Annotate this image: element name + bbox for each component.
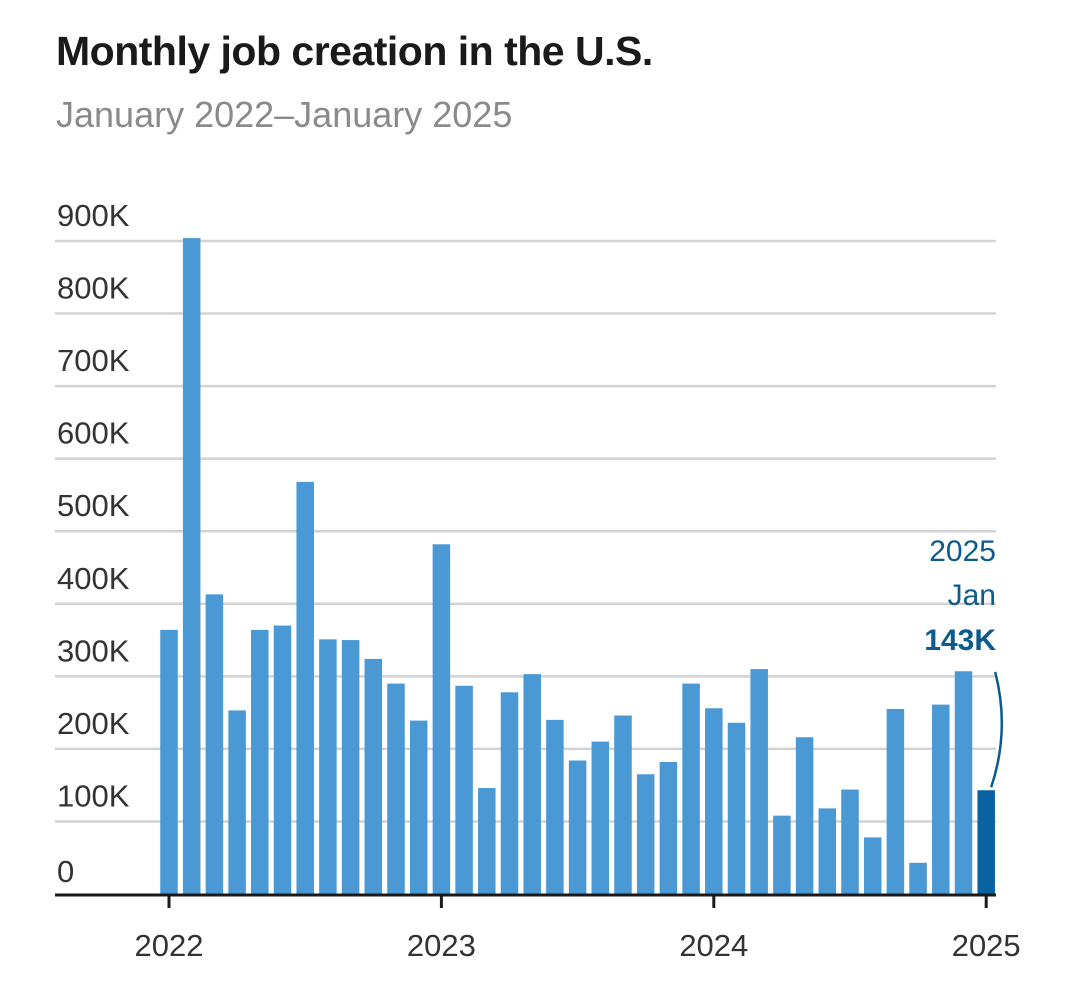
- bar: [432, 544, 451, 894]
- bar: [387, 683, 405, 894]
- y-tick-label: 900K: [57, 198, 130, 233]
- y-tick-label: 400K: [57, 561, 130, 596]
- y-tick-label: 700K: [57, 343, 130, 378]
- bar: [682, 683, 700, 894]
- bar: [409, 720, 428, 894]
- chart-title: Monthly job creation in the U.S.: [56, 28, 653, 74]
- bar: [364, 658, 383, 894]
- bar-highlight: [977, 790, 995, 894]
- bars: [160, 238, 995, 894]
- x-axis-ticks: 2022 2023 2024 2025: [135, 894, 1021, 963]
- bar: [205, 594, 224, 894]
- bar: [591, 741, 610, 894]
- bar: [909, 862, 927, 894]
- annotation-year: 2025: [929, 535, 996, 568]
- y-tick-label: 500K: [57, 488, 130, 523]
- bar: [932, 704, 950, 894]
- bar: [614, 715, 632, 894]
- bar: [228, 710, 246, 894]
- bar: [659, 761, 678, 894]
- annotation-leader-line: [990, 671, 1004, 788]
- bar: [523, 674, 541, 894]
- bar: [455, 685, 473, 894]
- x-tick-label: 2025: [952, 928, 1021, 963]
- y-tick-label: 800K: [57, 271, 130, 306]
- x-tick-label: 2023: [407, 928, 476, 963]
- bar: [251, 629, 269, 894]
- x-tick-label: 2024: [679, 928, 748, 963]
- bar: [886, 708, 905, 894]
- bar: [182, 238, 201, 894]
- bar: [863, 837, 882, 894]
- bar: [296, 481, 314, 894]
- bar: [546, 719, 564, 894]
- bar: [500, 692, 519, 894]
- annotation-month: Jan: [948, 579, 996, 612]
- bar: [160, 629, 178, 894]
- bar: [795, 737, 814, 894]
- bar: [818, 808, 837, 894]
- bar: [954, 671, 973, 894]
- y-tick-label: 200K: [57, 706, 130, 741]
- bar: [727, 722, 746, 894]
- y-tick-label: 300K: [57, 633, 130, 668]
- bar: [705, 708, 723, 894]
- bar: [773, 815, 791, 894]
- y-axis-tick-labels: 0 100K 200K 300K 400K 500K 600K 700K 800K 900K: [57, 198, 130, 889]
- chart-subtitle: January 2022–January 2025: [56, 94, 513, 135]
- bar: [568, 760, 587, 894]
- bar: [478, 788, 496, 894]
- bar: [319, 639, 337, 894]
- bar: [750, 669, 768, 894]
- y-tick-label: 100K: [57, 778, 130, 813]
- x-tick-label: 2022: [135, 928, 204, 963]
- bar: [841, 789, 859, 894]
- y-tick-label: 600K: [57, 416, 130, 451]
- bar: [341, 640, 360, 894]
- bar: [273, 625, 292, 894]
- bar: [636, 774, 655, 894]
- y-tick-label: 0: [57, 854, 74, 889]
- annotation-value: 143K: [924, 624, 996, 657]
